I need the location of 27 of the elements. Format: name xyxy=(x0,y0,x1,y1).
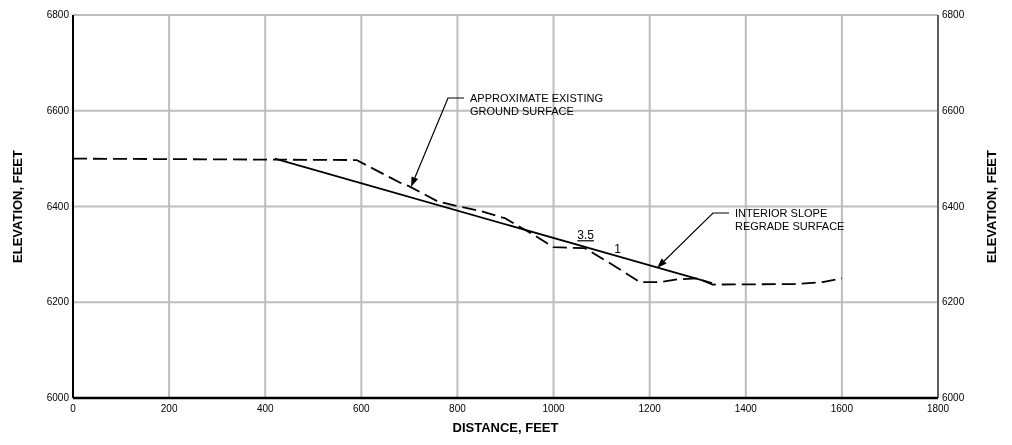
y2-tick-label: 6600 xyxy=(942,104,965,116)
y-tick-label: 6800 xyxy=(46,9,70,20)
x-tick-label: 1800 xyxy=(926,403,950,414)
y-tick-label: 6200 xyxy=(46,296,70,308)
annotation: INTERIOR SLOPE REGRADE SURFACE xyxy=(735,207,845,232)
annotation: 3.5 xyxy=(577,228,595,243)
x-tick-label: 800 xyxy=(449,403,467,414)
annotation: APPROXIMATE EXISTING GROUND SURFACE xyxy=(470,92,604,117)
y-tick-label: 6000 xyxy=(46,392,70,403)
y-axis-title: ELEVATION, FEET xyxy=(10,149,25,263)
x-tick-label: 1000 xyxy=(542,403,566,414)
x-tick-label: 400 xyxy=(256,403,274,414)
y2-tick-label: 6200 xyxy=(942,296,965,308)
x-tick-label: 1400 xyxy=(734,403,758,414)
y2-axis-title: ELEVATION, FEET xyxy=(984,149,999,263)
x-tick-label: 200 xyxy=(160,403,178,414)
annotation: 1 xyxy=(614,242,622,257)
y-tick-label: 6600 xyxy=(46,104,70,116)
x-tick-label: 1200 xyxy=(638,403,662,414)
x-tick-label: 1600 xyxy=(830,403,854,414)
y-tick-label: 6400 xyxy=(46,200,70,212)
x-tick-label: 0 xyxy=(70,403,77,414)
y2-tick-label: 6800 xyxy=(942,9,965,20)
y2-tick-label: 6400 xyxy=(942,200,965,212)
y2-tick-label: 6000 xyxy=(942,392,965,403)
x-axis-title: DISTANCE, FEET xyxy=(452,420,559,435)
x-tick-label: 600 xyxy=(352,403,371,414)
